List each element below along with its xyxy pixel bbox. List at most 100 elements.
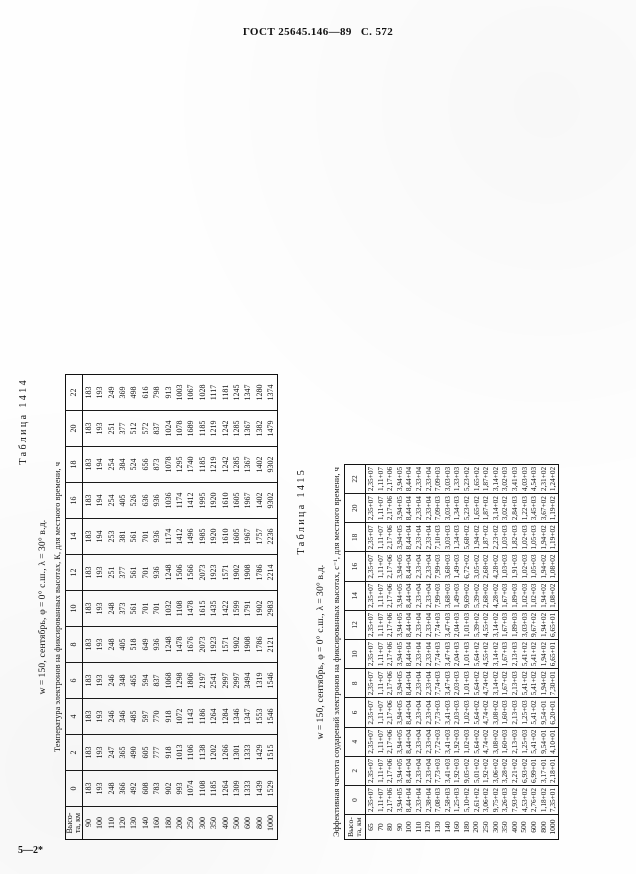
table-cell: 701: [140, 590, 152, 627]
table-cell: 1032: [163, 590, 175, 627]
table-row: 120 366 365 346 348 405 373 377 381 405 384 377 369: [117, 374, 129, 840]
row-header-height: 140: [443, 814, 453, 840]
row-header-height: 500: [231, 806, 243, 840]
table-cell: 1,67+03: [500, 581, 510, 611]
table-cell: 1,94+02: [471, 522, 482, 552]
row-header-height: 90: [82, 806, 95, 840]
row-header-height: 800: [539, 814, 549, 840]
table-cell: 1553: [254, 698, 266, 735]
table-cell: 2,04+03: [452, 639, 462, 669]
table-cell: 798: [151, 374, 164, 411]
table-cell: 346: [117, 698, 129, 735]
table-cell: 1,18+02: [538, 785, 549, 815]
table-cell: 254: [106, 482, 118, 519]
table-cell: 2983: [265, 590, 278, 627]
table-cell: 2,33+04: [423, 668, 434, 698]
table-cell: 1571: [220, 626, 232, 663]
table-cell: 2,17+06: [385, 697, 395, 728]
table-header-row: Высо- та, км 0 2 4 6 8 10 12 14 16 18 20: [344, 464, 366, 840]
table-cell: 1422: [220, 590, 232, 627]
table-cell: 8,44+04: [404, 493, 414, 523]
table-cell: 183: [82, 518, 95, 555]
table-cell: 1346: [231, 698, 243, 735]
table-cell: 1,11+07: [375, 522, 386, 552]
table-cell: 1605: [231, 482, 243, 519]
table-cell: 249: [106, 374, 118, 411]
table-cell: 8,44+04: [404, 756, 414, 786]
table-cell: 1,05+03: [529, 551, 539, 582]
column-header-time-10: 10: [65, 590, 83, 627]
table-cell: 7,72+03: [433, 727, 443, 757]
table-row: 800 1439 1429 1553 1319 1786 1902 1786 1757 1402 1…: [254, 374, 266, 840]
table-cell: 1,11+07: [375, 785, 386, 815]
table-cell: 7,09+03: [433, 493, 443, 523]
table-cell: 4,53+02: [519, 785, 530, 815]
table-cell: 2,68+02: [481, 581, 491, 611]
table-row: 80 2,17+06 2,17+06 2,17+06 2,17+06 2,17+06 2,1…: [385, 464, 395, 840]
table-cell: 193: [94, 410, 107, 447]
table-cell: 5,41+02: [529, 668, 539, 698]
column-header-time-22: 22: [65, 374, 83, 411]
table-title-1414: w = 150, сентябрь, φ = 0° с.ш., λ = 30° …: [38, 519, 48, 695]
column-header-time-16: 16: [65, 482, 83, 519]
column-header-time-2: 2: [344, 756, 366, 786]
row-header-height: 300: [197, 806, 209, 840]
table-cell: 2121: [265, 626, 278, 663]
table-row: 300 1108 1138 1186 2197 2073 1615 2073 1985 1995 1…: [197, 374, 209, 840]
table-cell: 1185: [197, 446, 209, 483]
table-cell: 2,58+03: [442, 785, 453, 815]
table-cell: 597: [140, 698, 152, 735]
row-header-height: 500: [519, 814, 530, 840]
table-cell: 2,68+02: [481, 551, 491, 582]
table-cell: 1,02+03: [461, 697, 472, 728]
table-cell: 1902: [254, 590, 266, 627]
table-cell: 194: [94, 446, 107, 483]
table-cell: 1,11+07: [375, 639, 386, 669]
table-cell: 3,05+02: [471, 551, 482, 582]
table-cell: 2,33+04: [413, 493, 424, 523]
table-cell: 1333: [242, 734, 255, 771]
table-cell: 248: [106, 590, 118, 627]
table-cell: 9,05+02: [461, 756, 472, 786]
table-cell: 498: [128, 374, 141, 411]
table-cell: 6,93+02: [519, 756, 530, 786]
table-cell: 247: [106, 734, 118, 771]
table-cell: 492: [128, 770, 141, 807]
table-cell: 2,38+04: [423, 785, 434, 815]
table-cell: 1,02+03: [519, 522, 530, 552]
table-cell: 5,41+02: [529, 697, 539, 728]
table-cell: 701: [151, 590, 164, 627]
table-cell: 902: [163, 770, 175, 807]
table-cell: 1242: [220, 446, 232, 483]
column-header-time-14: 14: [65, 518, 83, 555]
table-cell: 1995: [197, 482, 209, 519]
table-cell: 3,67+02: [538, 493, 549, 523]
row-header-height: 100: [94, 806, 107, 840]
table-cell: 1185: [197, 410, 209, 447]
column-header-time-14: 14: [344, 581, 366, 611]
table-cell: 254: [106, 446, 118, 483]
table-cell: 193: [94, 770, 107, 807]
table-cell: 248: [106, 626, 118, 663]
row-header-height: 180: [163, 806, 175, 840]
table-row: 90 183 183 183 183 183 183 183 183 183 183 183 183: [82, 374, 95, 840]
table-cell: 1078: [174, 410, 186, 447]
table-cell: 7,73+03: [433, 697, 443, 728]
row-header-height: 65: [365, 814, 376, 840]
table-cell: 2,33+04: [423, 639, 434, 669]
footer-signature: 5—2*: [18, 845, 43, 856]
table-cell: 1181: [220, 374, 232, 411]
table-cell: 1143: [185, 698, 198, 735]
table-cell: 1,82+03: [509, 522, 520, 552]
table-cell: 1908: [242, 554, 255, 591]
table-cell: 2,13+03: [509, 697, 520, 728]
table-cell: 3,94+05: [394, 639, 405, 669]
table-cell: 2,17+06: [385, 668, 395, 698]
table-cell: 5,41+02: [519, 639, 530, 669]
table-cell: 6,65+01: [548, 610, 559, 640]
table-cell: 1333: [242, 770, 255, 807]
height-header-line2: та, км: [354, 817, 363, 837]
table-cell: 1,91+03: [509, 551, 520, 582]
table-cell: 2,33+04: [423, 493, 434, 523]
table-cell: 1,94+02: [538, 610, 549, 640]
